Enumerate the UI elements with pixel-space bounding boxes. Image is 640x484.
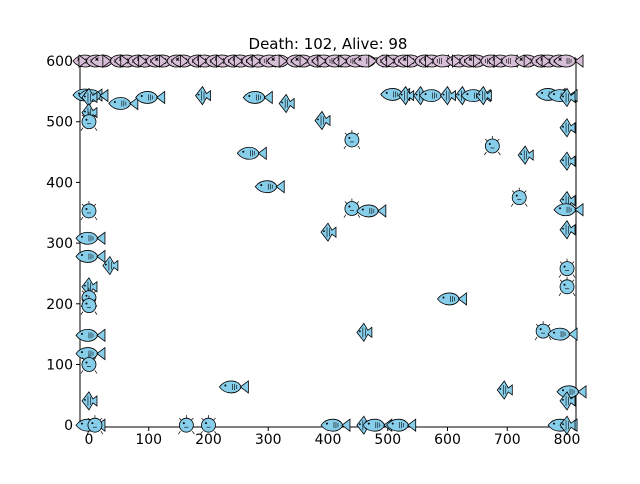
y-tick-label: 600 — [46, 54, 73, 70]
alive-fish-mark — [320, 418, 351, 432]
alive-fish-mark — [236, 146, 267, 161]
alive-fish-mark — [553, 202, 584, 217]
alive-angelfish-mark — [559, 118, 576, 138]
alive-pufferfish-mark — [86, 415, 104, 435]
data-marks — [72, 54, 587, 435]
alive-pufferfish-mark — [200, 415, 217, 435]
x-tick-label: 0 — [85, 432, 94, 448]
alive-fish-mark — [437, 292, 467, 306]
y-tick-label: 500 — [46, 115, 73, 131]
alive-pufferfish-mark — [80, 111, 98, 131]
alive-fish-mark — [75, 328, 106, 343]
x-tick-label: 700 — [494, 432, 521, 448]
y-tick-label: 300 — [46, 236, 73, 252]
alive-pufferfish-mark — [80, 200, 98, 221]
alive-fish-mark — [386, 418, 417, 432]
x-tick-label: 200 — [195, 432, 222, 448]
y-tick-label: 400 — [46, 175, 73, 191]
alive-angelfish-mark — [356, 322, 373, 343]
alive-pufferfish-mark — [534, 321, 552, 341]
alive-angelfish-mark — [559, 151, 576, 171]
alive-pufferfish-mark — [343, 129, 361, 150]
alive-angelfish-mark — [559, 87, 576, 108]
x-tick-label: 500 — [374, 432, 401, 448]
alive-pufferfish-mark — [80, 295, 98, 315]
x-tick-label: 600 — [434, 432, 461, 448]
alive-angelfish-mark — [517, 145, 534, 165]
alive-fish-mark — [242, 90, 273, 105]
x-tick-label: 800 — [554, 432, 581, 448]
alive-angelfish-mark — [475, 85, 492, 106]
alive-pufferfish-mark — [558, 276, 576, 296]
alive-fish-mark — [75, 346, 106, 361]
alive-angelfish-mark — [194, 85, 211, 106]
alive-fish-mark — [254, 179, 285, 194]
x-tick-label: 400 — [315, 432, 342, 448]
alive-pufferfish-mark — [178, 415, 195, 435]
y-tick-label: 100 — [46, 357, 73, 373]
x-tick-label: 300 — [255, 432, 282, 448]
alive-angelfish-mark — [81, 391, 98, 411]
alive-fish-mark — [75, 249, 106, 264]
alive-angelfish-mark — [559, 220, 576, 240]
y-tick-label: 200 — [46, 297, 73, 313]
alive-angelfish-mark — [559, 391, 576, 411]
alive-angelfish-mark — [496, 380, 513, 400]
alive-fish-mark — [356, 204, 387, 218]
alive-angelfish-mark — [314, 110, 331, 131]
alive-angelfish-mark — [102, 255, 119, 276]
x-tick-label: 100 — [135, 432, 162, 448]
alive-pufferfish-mark — [484, 136, 501, 156]
alive-angelfish-mark — [278, 93, 295, 114]
alive-fish-mark — [75, 231, 106, 246]
alive-angelfish-mark — [320, 222, 337, 242]
alive-fish-mark — [218, 380, 249, 394]
alive-pufferfish-mark — [80, 354, 98, 374]
alive-pufferfish-mark — [558, 258, 576, 278]
alive-pufferfish-mark — [510, 187, 528, 207]
y-tick-label: 0 — [64, 418, 73, 434]
axes: 0 100 200 300 400 500 600 700 800 0 100 200 300 400 50… — [46, 54, 580, 448]
alive-fish-mark — [547, 327, 578, 341]
dead-fish-mark — [553, 54, 584, 68]
alive-fish-mark — [135, 90, 166, 105]
chart-title: Death: 102, Alive: 98 — [249, 35, 408, 53]
alive-angelfish-mark — [559, 415, 576, 435]
alive-fish-mark — [108, 96, 139, 111]
